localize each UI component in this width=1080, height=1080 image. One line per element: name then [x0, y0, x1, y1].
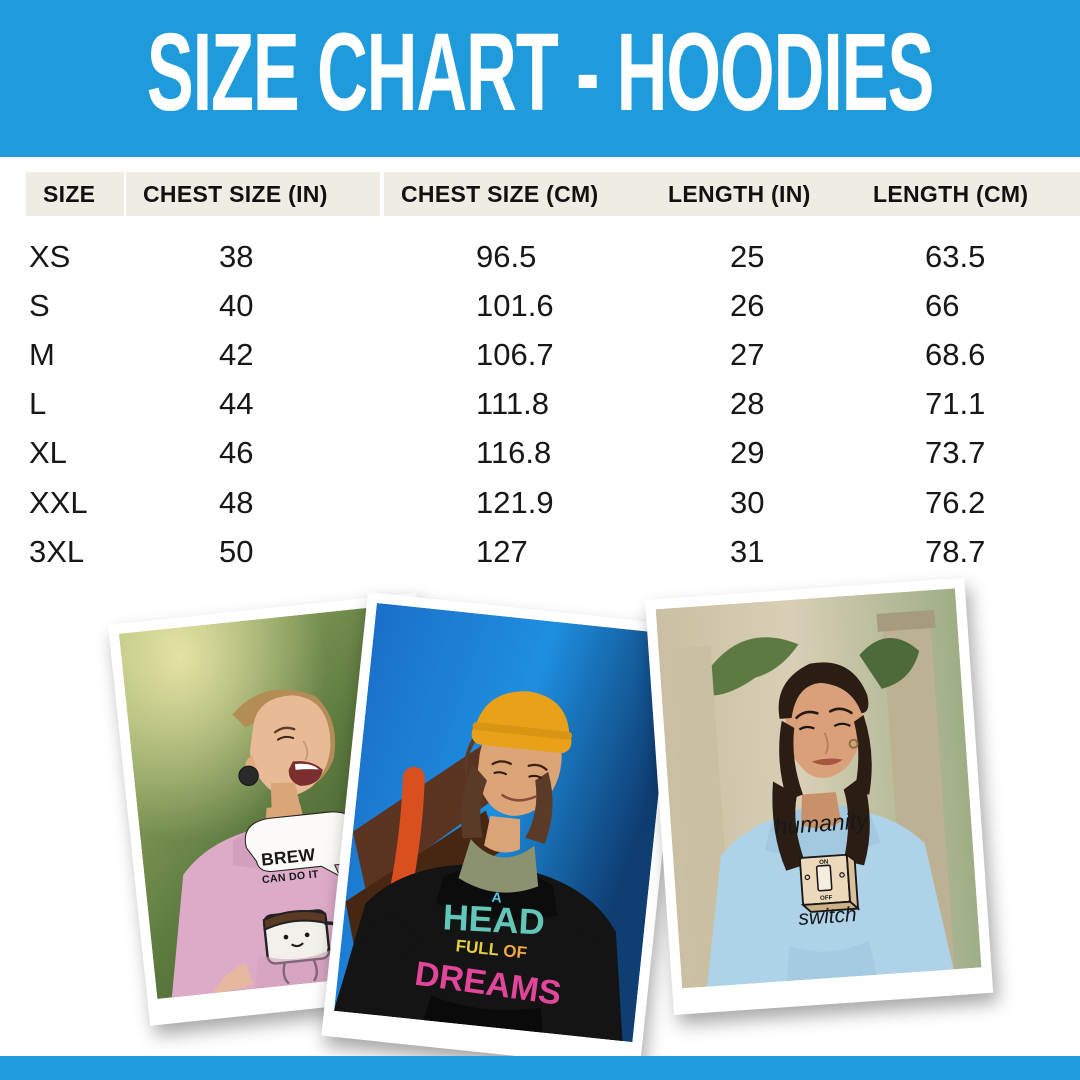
svg-text:switch: switch	[798, 903, 858, 930]
svg-text:ON: ON	[819, 858, 829, 866]
svg-text:OFF: OFF	[820, 894, 833, 902]
